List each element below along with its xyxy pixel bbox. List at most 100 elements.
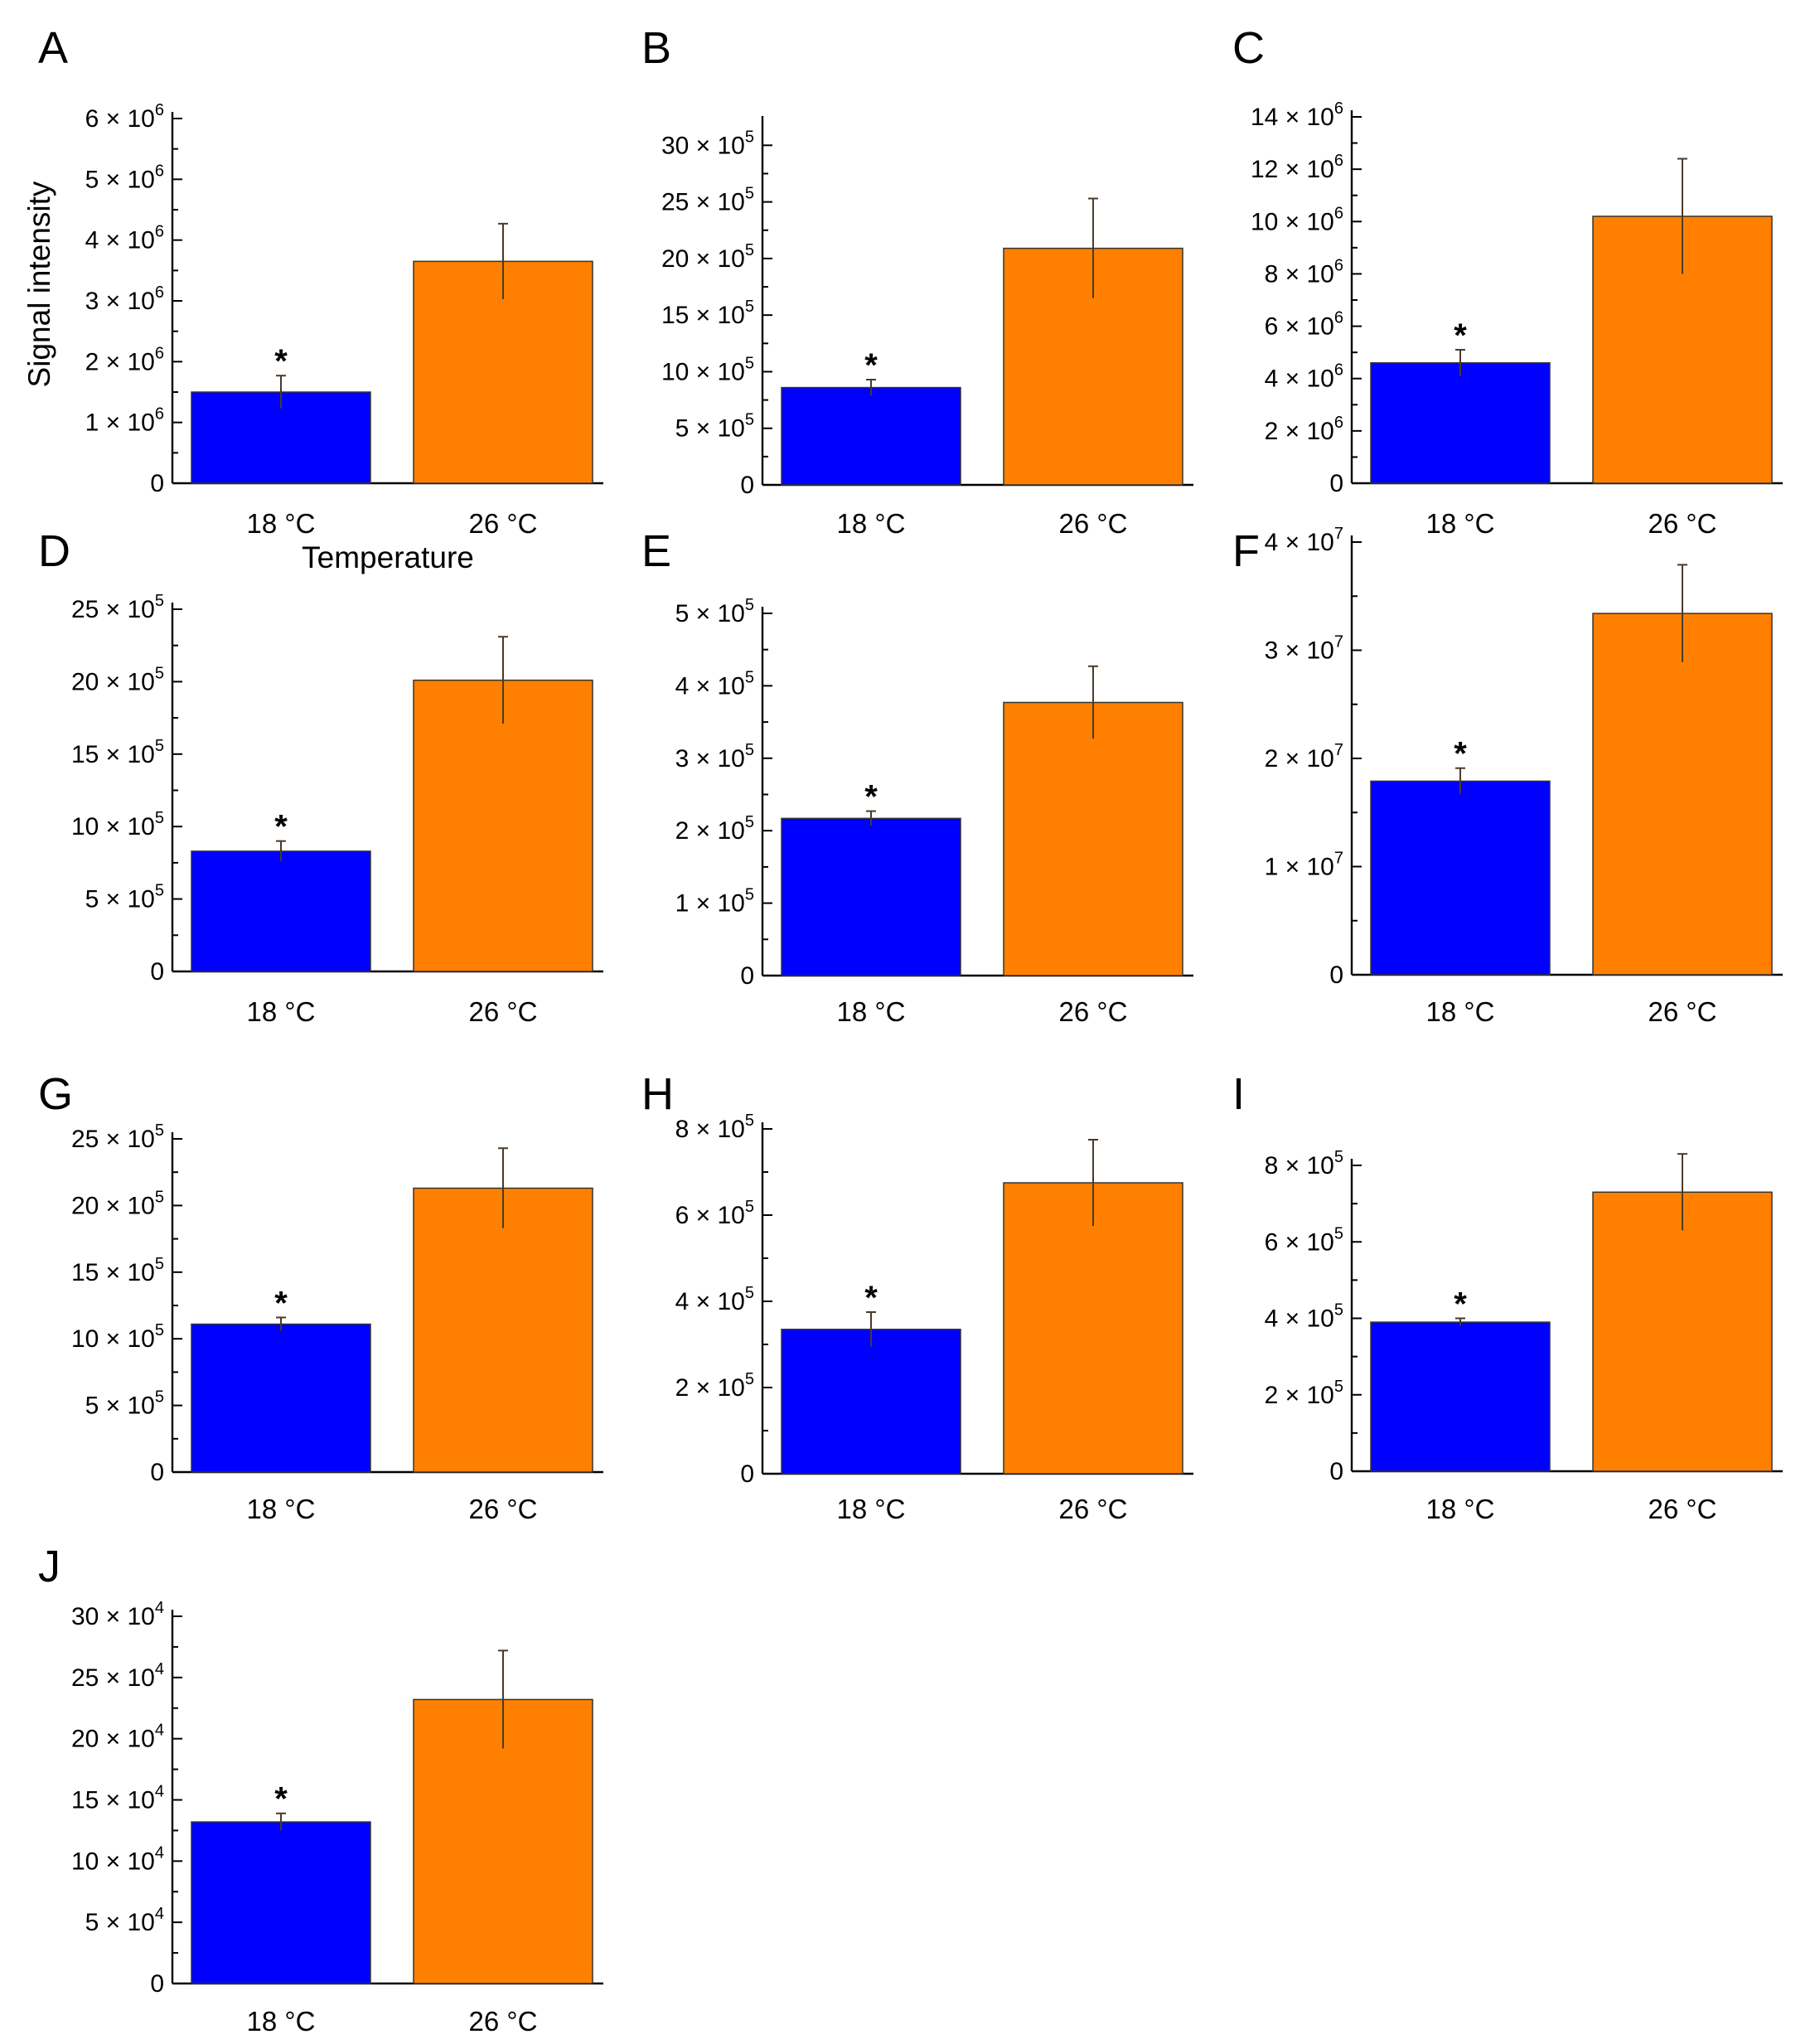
- bar-18c: [191, 850, 371, 972]
- significance-star: *: [1454, 317, 1467, 354]
- y-tick-label: 25 × 105: [71, 1121, 164, 1153]
- y-tick-label: 20 × 104: [71, 1722, 164, 1753]
- y-tick-label: 0: [150, 1459, 164, 1486]
- panel-d: D 0 5 × 105 10 × 105 15 × 105 20 × 105 25 × 10…: [38, 526, 603, 1027]
- y-tick-label: 1 × 105: [675, 886, 754, 918]
- y-tick-label: 8 × 106: [1265, 256, 1343, 288]
- x-tick-label: 26 °C: [1059, 996, 1128, 1027]
- significance-star: *: [274, 809, 288, 845]
- panel-a: A 0 1 × 106 2 × 106 3 × 106 4 × 106 5 × 106 6 ×…: [22, 23, 603, 574]
- bar-18c: [1370, 1321, 1551, 1472]
- y-tick-label: 20 × 105: [71, 1188, 164, 1219]
- y-tick-label: 3 × 105: [675, 741, 754, 773]
- significance-star: *: [1454, 1286, 1467, 1323]
- panel-letter: C: [1232, 23, 1265, 73]
- y-tick-label: 0: [740, 962, 754, 990]
- significance-star: *: [864, 347, 878, 384]
- significance-star: *: [864, 779, 878, 816]
- y-tick-label: 0: [740, 472, 754, 499]
- y-tick-label: 5 × 106: [85, 162, 164, 193]
- y-tick-label: 0: [1329, 1458, 1343, 1485]
- y-tick-label: 0: [150, 470, 164, 497]
- y-tick-label: 3 × 106: [85, 283, 164, 315]
- y-tick-label: 25 × 105: [71, 592, 164, 623]
- bar-18c: [191, 1323, 371, 1473]
- y-tick-label: 0: [740, 1460, 754, 1488]
- significance-star: *: [274, 343, 288, 380]
- bar-18c: [781, 1329, 961, 1475]
- x-tick-label: 18 °C: [1426, 996, 1495, 1027]
- x-tick-label: 18 °C: [1426, 1494, 1495, 1524]
- y-tick-label: 10 × 105: [661, 354, 754, 385]
- bar-26c: [1003, 1182, 1183, 1475]
- bar-26c: [1592, 1191, 1773, 1472]
- y-tick-label: 2 × 105: [675, 813, 754, 845]
- y-tick-label: 0: [150, 1970, 164, 1998]
- y-tick-label: 2 × 106: [85, 344, 164, 375]
- bar-18c: [781, 386, 961, 486]
- y-tick-label: 6 × 105: [675, 1198, 754, 1229]
- x-tick-label: 18 °C: [247, 1494, 316, 1524]
- significance-star: *: [864, 1280, 878, 1316]
- x-tick-label: 18 °C: [1426, 508, 1495, 539]
- panel-c: C 0 2 × 106 4 × 106 6 × 106 8 × 106 10 × 106 12…: [1232, 23, 1783, 539]
- y-tick-label: 1 × 106: [85, 405, 164, 437]
- x-tick-label: 26 °C: [1059, 1494, 1128, 1524]
- panel-letter: I: [1232, 1069, 1245, 1119]
- y-tick-label: 4 × 105: [675, 668, 754, 700]
- panel-letter: G: [38, 1069, 73, 1119]
- y-tick-label: 15 × 104: [71, 1783, 164, 1814]
- x-tick-label: 18 °C: [247, 2006, 316, 2037]
- panel-letter: E: [641, 526, 671, 576]
- x-tick-label: 26 °C: [1648, 508, 1717, 539]
- y-tick-label: 15 × 105: [71, 1255, 164, 1286]
- panel-letter: J: [38, 1542, 60, 1591]
- panel-letter: B: [641, 23, 671, 73]
- y-tick-label: 4 × 106: [1265, 361, 1343, 393]
- y-tick-label: 2 × 107: [1265, 741, 1343, 773]
- y-tick-label: 15 × 105: [661, 298, 754, 329]
- significance-star: *: [274, 1781, 288, 1818]
- y-tick-label: 3 × 107: [1265, 633, 1343, 665]
- y-tick-label: 5 × 105: [675, 596, 754, 627]
- x-tick-label: 26 °C: [1648, 996, 1717, 1027]
- y-tick-label: 5 × 105: [85, 1388, 164, 1420]
- y-tick-label: 4 × 105: [1265, 1301, 1343, 1333]
- y-tick-label: 8 × 105: [675, 1112, 754, 1143]
- y-tick-label: 6 × 105: [1265, 1224, 1343, 1256]
- y-tick-label: 10 × 106: [1251, 204, 1343, 235]
- x-tick-label: 18 °C: [837, 996, 906, 1027]
- y-tick-label: 30 × 105: [661, 128, 754, 159]
- panel-letter: A: [38, 23, 68, 73]
- panel-letter: F: [1232, 526, 1260, 576]
- panel-letter: D: [38, 526, 70, 576]
- panel-i: I 0 2 × 105 4 × 105 6 × 105 8 × 105 18 °C * 26 °…: [1232, 1069, 1783, 1524]
- y-tick-label: 5 × 104: [85, 1905, 164, 1936]
- y-tick-label: 25 × 104: [71, 1660, 164, 1692]
- x-tick-label: 18 °C: [837, 508, 906, 539]
- y-axis-title: Signal intensity: [22, 181, 56, 387]
- y-tick-label: 10 × 105: [71, 1321, 164, 1353]
- x-tick-label: 26 °C: [1648, 1494, 1717, 1524]
- panel-f: F 0 1 × 107 2 × 107 3 × 107 4 × 107 18 °C * 26 °…: [1232, 525, 1783, 1027]
- significance-star: *: [1454, 736, 1467, 773]
- panel-j: J 0 5 × 104 10 × 104 15 × 104 20 × 104 25 × 10…: [38, 1542, 603, 2037]
- panel-h: H 0 2 × 105 4 × 105 6 × 105 8 × 105 18 °C * 26 °…: [641, 1069, 1193, 1524]
- bar-18c: [781, 817, 961, 976]
- panel-letter: H: [641, 1069, 674, 1119]
- x-tick-label: 26 °C: [469, 508, 538, 539]
- bar-26c: [413, 1187, 593, 1473]
- bar-26c: [1592, 613, 1773, 976]
- y-tick-label: 8 × 105: [1265, 1148, 1343, 1179]
- panel-b: B 0 5 × 105 10 × 105 15 × 105 20 × 105 25 × 10…: [641, 23, 1193, 539]
- y-tick-label: 25 × 105: [661, 185, 754, 216]
- y-tick-label: 20 × 105: [661, 241, 754, 273]
- x-tick-label: 26 °C: [469, 2006, 538, 2037]
- y-tick-label: 0: [1329, 470, 1343, 497]
- panel-g: G 0 5 × 105 10 × 105 15 × 105 20 × 105 25 × 10…: [38, 1069, 603, 1524]
- y-tick-label: 30 × 104: [71, 1599, 164, 1630]
- y-tick-label: 0: [150, 958, 164, 986]
- y-tick-label: 1 × 107: [1265, 850, 1343, 881]
- x-tick-label: 18 °C: [247, 508, 316, 539]
- y-tick-label: 0: [1329, 961, 1343, 989]
